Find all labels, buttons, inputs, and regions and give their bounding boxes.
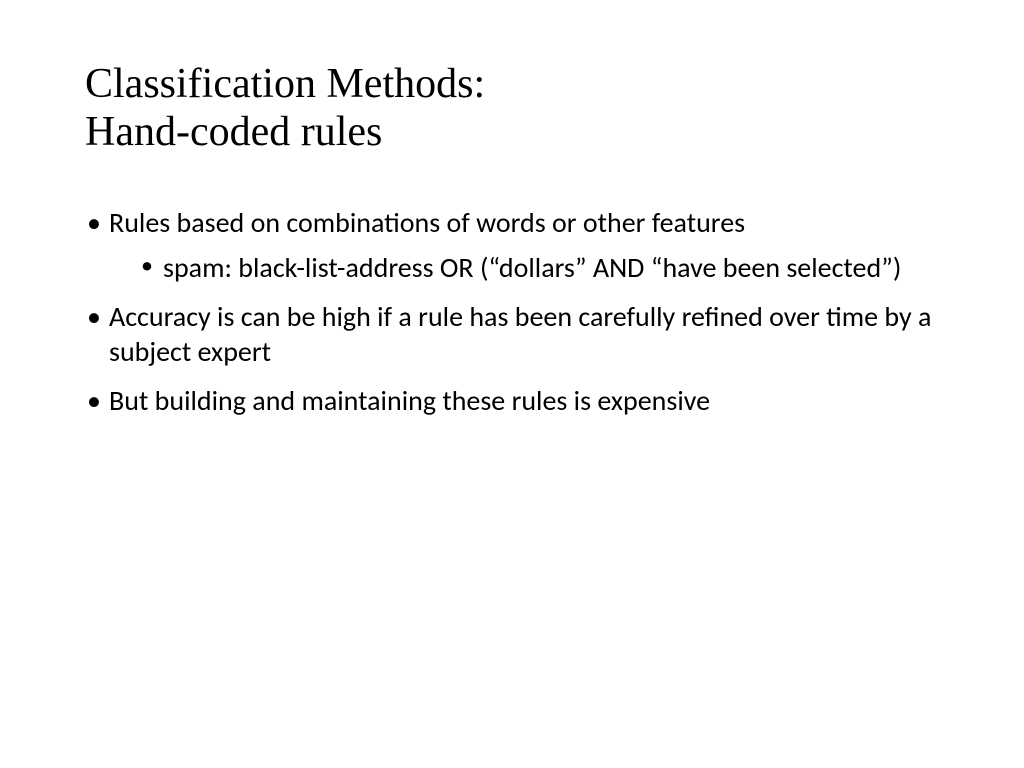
bullet-text: Rules based on combinations of words or …: [109, 205, 745, 240]
list-item: Rules based on combinations of words or …: [85, 205, 939, 285]
slide-title: Classification Methods: Hand-coded rules: [85, 60, 939, 157]
title-line-2: Hand-coded rules: [85, 109, 382, 155]
title-line-1: Classification Methods:: [85, 61, 485, 107]
bullet-text: Accuracy is can be high if a rule has be…: [109, 299, 931, 369]
list-item: spam: black-list-address OR (“dollars” A…: [137, 250, 939, 285]
slide-container: Classification Methods: Hand-coded rules…: [0, 0, 1024, 768]
bullet-list-level-2: spam: black-list-address OR (“dollars” A…: [109, 250, 939, 285]
bullet-text: But building and maintaining these rules…: [109, 383, 710, 418]
slide-content: Rules based on combinations of words or …: [85, 205, 939, 418]
list-item: Accuracy is can be high if a rule has be…: [85, 299, 939, 369]
list-item: But building and maintaining these rules…: [85, 383, 939, 418]
bullet-text: spam: black-list-address OR (“dollars” A…: [163, 250, 901, 285]
bullet-list-level-1: Rules based on combinations of words or …: [85, 205, 939, 418]
